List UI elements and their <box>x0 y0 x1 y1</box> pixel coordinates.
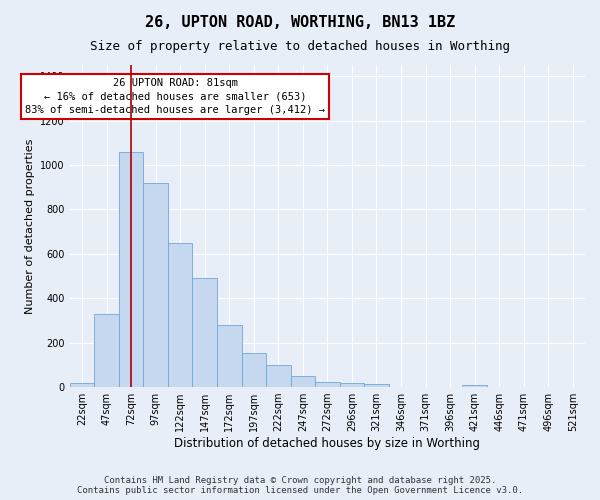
Bar <box>143 182 168 387</box>
Bar <box>217 325 242 387</box>
Bar <box>315 382 340 387</box>
Text: 26 UPTON ROAD: 81sqm
← 16% of detached houses are smaller (653)
83% of semi-deta: 26 UPTON ROAD: 81sqm ← 16% of detached h… <box>25 78 325 114</box>
Bar <box>70 383 94 387</box>
Bar <box>168 242 193 387</box>
Y-axis label: Number of detached properties: Number of detached properties <box>25 138 35 314</box>
Bar <box>364 384 389 387</box>
Bar <box>94 314 119 387</box>
Text: Size of property relative to detached houses in Worthing: Size of property relative to detached ho… <box>90 40 510 53</box>
Bar <box>193 278 217 387</box>
Bar <box>242 352 266 387</box>
Text: 26, UPTON ROAD, WORTHING, BN13 1BZ: 26, UPTON ROAD, WORTHING, BN13 1BZ <box>145 15 455 30</box>
Bar <box>463 385 487 387</box>
Bar <box>266 365 290 387</box>
Bar <box>290 376 315 387</box>
Bar <box>340 383 364 387</box>
Text: Contains HM Land Registry data © Crown copyright and database right 2025.
Contai: Contains HM Land Registry data © Crown c… <box>77 476 523 495</box>
Bar <box>119 152 143 387</box>
X-axis label: Distribution of detached houses by size in Worthing: Distribution of detached houses by size … <box>175 437 481 450</box>
